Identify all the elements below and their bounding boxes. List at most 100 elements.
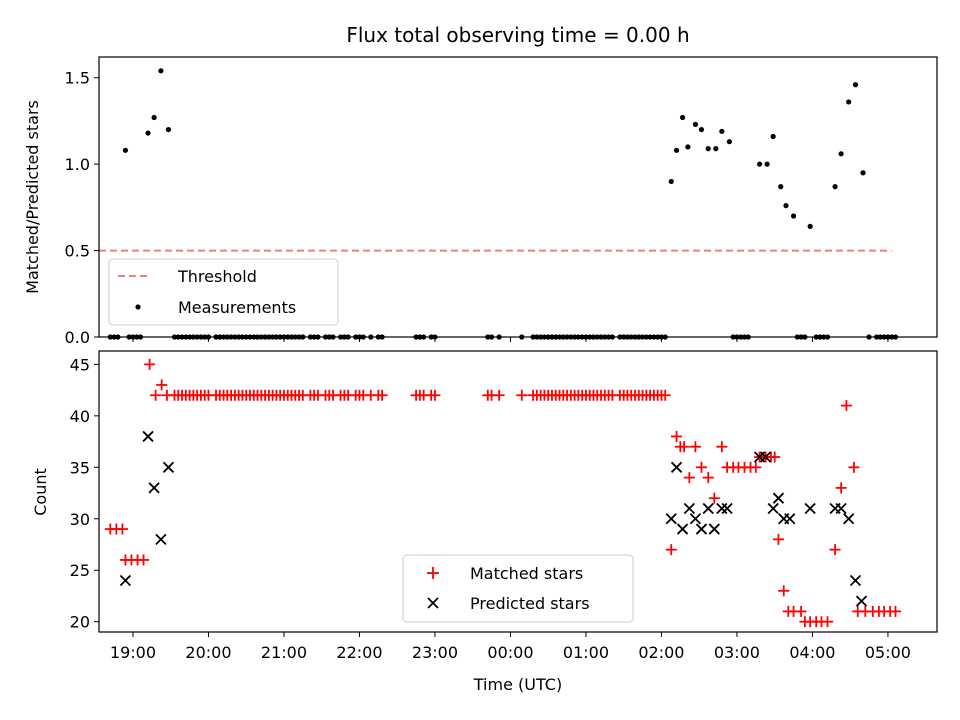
matched-stars-point [659,389,671,401]
measurement-point [158,68,164,74]
measurement-point [705,146,711,152]
y-tick-label: 0.0 [65,328,90,347]
measurement-point [756,161,763,167]
y-tick-label: 30 [70,510,90,529]
matched-stars-point [665,544,677,556]
y-tick-label: 35 [70,458,90,477]
x-tick-label: 04:00 [789,643,835,662]
top-x-axis [132,337,889,342]
predicted-stars-point [683,502,696,515]
predicted-stars-point [708,523,720,535]
matched-stars-point [671,430,683,442]
legend-predicted-label: Predicted stars [470,594,590,613]
measurement-point [807,223,813,229]
matched-stars-point [144,358,156,370]
predicted-stars-point [695,523,708,535]
measurement-point [838,151,844,157]
predicted-stars-point [855,595,868,607]
predicted-stars-point [148,482,160,494]
x-tick-label: 22:00 [336,643,382,662]
measurement-point [713,146,719,152]
matched-stars-point [848,461,860,473]
series-predicted-stars [119,430,868,607]
y-tick-label: 20 [70,613,90,632]
bottom-y-axis: 20 25 30 35 40 45 [70,355,99,632]
matched-stars-point [429,389,441,401]
x-tick-label: 01:00 [563,643,609,662]
matched-stars-point [835,482,847,494]
bottom-legend: Matched stars Predicted stars [402,554,634,623]
matched-stars-point [772,533,784,545]
matched-stars-point [778,585,790,597]
matched-stars-point [150,389,162,401]
measurement-point [764,161,770,167]
measurement-point [145,130,151,136]
measurement-point [790,213,797,219]
matched-stars-point [493,389,505,401]
top-y-axis-label: Matched/Predicted stars [23,100,42,294]
matched-stars-point [702,472,714,484]
predicted-stars-point [670,461,683,473]
matched-stars-point [822,616,834,628]
matched-stars-point [708,492,720,504]
y-tick-label: 40 [70,407,90,426]
matched-stars-point [116,523,128,535]
predicted-stars-point [689,513,702,525]
legend-threshold-label: Threshold [177,267,257,286]
y-tick-label: 25 [70,561,90,580]
matched-stars-point [829,544,841,556]
top-plot-frame [98,56,938,338]
matched-stars-point [889,605,901,617]
measurement-point [685,144,691,150]
predicted-stars-point [835,502,847,515]
predicted-stars-point [804,502,816,515]
y-tick-label: 1.0 [65,155,90,174]
legend-matched-label: Matched stars [470,564,583,583]
x-tick-label: 21:00 [261,643,307,662]
top-legend: Threshold Measurements [108,258,339,326]
matched-stars-point [840,400,852,412]
measurement-point [679,114,686,121]
x-tick-label: 20:00 [185,643,231,662]
matched-stars-point [516,389,528,401]
matched-stars-point [683,472,695,484]
measurement-point [860,170,866,176]
predicted-stars-point [843,513,855,525]
measurement-point [151,114,157,121]
bottom-y-axis-label: Count [31,468,50,516]
bottom-x-axis-label: Time (UTC) [473,675,562,694]
measurement-point [122,147,129,153]
measurement-point [719,128,725,134]
measurement-point [726,139,732,145]
y-tick-label: 1.5 [65,69,90,88]
measurement-point [698,126,705,133]
measurement-point [846,99,852,105]
measurement-point [165,126,172,133]
y-tick-label: 45 [70,355,90,374]
matched-stars-point [695,461,707,473]
matched-stars-point [689,441,701,453]
predicted-stars-point [119,574,132,587]
measurement-point [668,178,674,185]
bottom-chart-counts: 20 25 30 35 40 45 19:00 20:00 21:00 22:00 23:00 00… [31,350,938,694]
bottom-legend-box [402,554,634,623]
x-tick-label: 23:00 [412,643,458,662]
predicted-stars-point [721,502,733,515]
measurement-point [770,133,776,140]
x-tick-label: 03:00 [714,643,760,662]
predicted-stars-point [759,451,772,463]
series-matched-stars [104,358,901,628]
x-tick-label: 02:00 [638,643,684,662]
predicted-stars-point [665,513,677,525]
measurement-point [832,184,838,190]
matched-stars-point [795,605,807,617]
chart-title: Flux total observing time = 0.00 h [346,23,689,47]
x-tick-label: 05:00 [865,643,911,662]
predicted-stars-point [155,533,167,545]
legend-matched-swatch [427,567,439,579]
predicted-stars-point [784,513,796,525]
x-tick-label: 00:00 [487,643,533,662]
predicted-stars-point [849,574,862,587]
bottom-plot-frame [98,350,938,633]
